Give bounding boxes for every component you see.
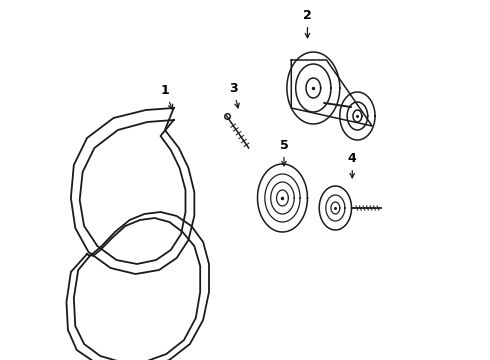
Text: 3: 3 — [229, 82, 239, 108]
Text: 2: 2 — [303, 9, 312, 38]
Text: 1: 1 — [161, 84, 172, 109]
Text: 5: 5 — [280, 139, 288, 166]
Text: 4: 4 — [348, 152, 357, 178]
